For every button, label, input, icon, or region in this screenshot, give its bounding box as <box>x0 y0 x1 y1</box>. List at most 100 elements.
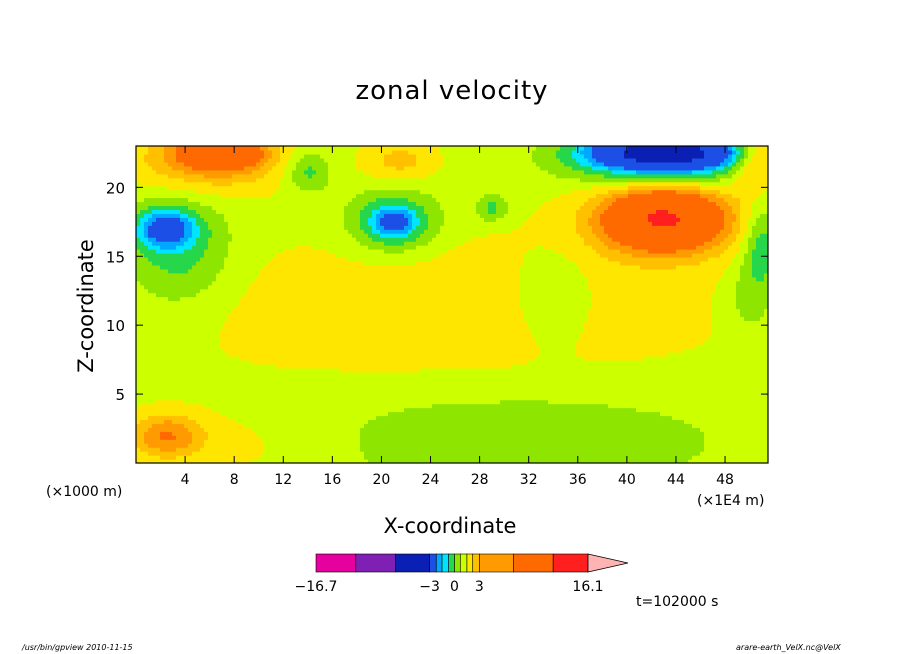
contour-cell <box>392 395 397 401</box>
contour-cell <box>504 375 509 381</box>
contour-cell <box>376 336 381 341</box>
contour-cell <box>432 356 437 361</box>
contour-cell <box>596 367 601 373</box>
contour-cell <box>616 363 621 369</box>
contour-cell <box>348 399 353 405</box>
contour-cell <box>576 435 581 440</box>
contour-cell <box>724 419 729 424</box>
contour-cell <box>604 431 609 436</box>
contour-cell <box>256 407 261 413</box>
contour-cell <box>360 383 365 389</box>
contour-cell <box>376 344 381 349</box>
contour-cell <box>268 348 273 353</box>
contour-cell <box>396 427 401 432</box>
contour-cell <box>508 455 513 460</box>
contour-cell <box>392 451 397 456</box>
contour-cell <box>248 439 253 444</box>
contour-cell <box>144 423 149 428</box>
contour-cell <box>572 356 577 361</box>
contour-cell <box>732 395 737 401</box>
contour-cell <box>524 415 529 421</box>
contour-cell <box>764 419 768 424</box>
contour-cell <box>576 403 581 409</box>
contour-cell <box>524 387 529 393</box>
contour-cell <box>484 359 489 365</box>
contour-cell <box>208 427 213 432</box>
contour-cell <box>656 403 661 409</box>
contour-cell <box>632 391 637 397</box>
contour-cell <box>392 427 397 432</box>
contour-cell <box>172 395 177 401</box>
contour-cell <box>344 379 349 385</box>
contour-cell <box>248 344 253 349</box>
contour-cell <box>728 340 733 345</box>
contour-cell <box>468 340 473 345</box>
contour-cell <box>404 395 409 401</box>
contour-cell <box>372 459 377 463</box>
contour-cell <box>420 415 425 421</box>
contour-cell <box>152 431 157 436</box>
contour-cell <box>148 363 153 369</box>
contour-cell <box>636 395 641 401</box>
contour-cell <box>540 411 545 417</box>
contour-cell <box>472 336 477 341</box>
contour-cell <box>540 375 545 381</box>
contour-cell <box>432 411 437 417</box>
contour-cell <box>224 340 229 345</box>
contour-cell <box>372 443 377 448</box>
contour-cell <box>476 399 481 405</box>
contour-cell <box>700 411 705 417</box>
contour-cell <box>364 431 369 436</box>
contour-cell <box>556 352 561 357</box>
contour-cell <box>500 387 505 393</box>
contour-cell <box>208 352 213 357</box>
contour-cell <box>328 356 333 361</box>
contour-cell <box>340 375 345 381</box>
contour-cell <box>232 435 237 440</box>
contour-cell <box>732 344 737 349</box>
contour-cell <box>160 359 165 365</box>
contour-cell <box>364 403 369 409</box>
contour-cell <box>616 340 621 345</box>
contour-cell <box>508 356 513 361</box>
contour-cell <box>384 344 389 349</box>
contour-cell <box>252 363 257 369</box>
contour-cell <box>352 356 357 361</box>
contour-cell <box>460 387 465 393</box>
contour-cell <box>168 407 173 413</box>
contour-cell <box>196 340 201 345</box>
contour-cell <box>396 340 401 345</box>
contour-cell <box>540 419 545 424</box>
contour-cell <box>760 367 765 373</box>
contour-cell <box>644 455 649 460</box>
contour-cell <box>496 356 501 361</box>
contour-cell <box>468 336 473 341</box>
contour-cell <box>560 352 565 357</box>
contour-cell <box>364 435 369 440</box>
contour-cell <box>296 403 301 409</box>
contour-cell <box>264 419 269 424</box>
contour-cell <box>424 336 429 341</box>
contour-cell <box>480 419 485 424</box>
contour-cell <box>300 395 305 401</box>
contour-cell <box>304 407 309 413</box>
contour-cell <box>760 348 765 353</box>
contour-cell <box>488 375 493 381</box>
contour-cell <box>552 447 557 452</box>
contour-cell <box>244 399 249 405</box>
contour-cell <box>468 379 473 385</box>
contour-cell <box>332 367 337 373</box>
contour-cell <box>688 359 693 365</box>
contour-cell <box>224 427 229 432</box>
contour-cell <box>260 391 265 397</box>
contour-cell <box>752 348 757 353</box>
contour-cell <box>180 367 185 373</box>
contour-cell <box>188 348 193 353</box>
contour-cell <box>348 367 353 373</box>
contour-cell <box>240 395 245 401</box>
contour-cell <box>412 459 417 463</box>
contour-cell <box>552 399 557 405</box>
contour-cell <box>228 371 233 377</box>
contour-cell <box>668 352 673 357</box>
contour-cell <box>520 352 525 357</box>
